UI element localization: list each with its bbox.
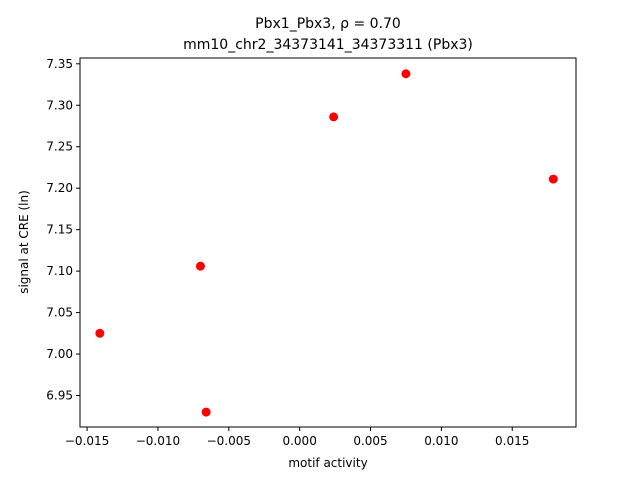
y-tick-label: 7.15: [46, 223, 73, 237]
data-point: [401, 69, 411, 79]
x-axis-ticks: −0.015 −0.010 −0.005 0.000 0.005 0.010 0.015: [65, 427, 529, 448]
chart-title-line2: mm10_chr2_34373141_34373311 (Pbx3): [183, 37, 473, 53]
y-axis-label: signal at CRE (ln): [17, 190, 31, 294]
x-tick-label: 0.005: [353, 434, 387, 448]
data-point: [548, 174, 558, 184]
y-tick-label: 7.30: [46, 98, 73, 112]
x-tick-label: −0.005: [207, 434, 251, 448]
y-tick-label: 7.25: [46, 140, 73, 154]
x-axis-label: motif activity: [288, 456, 367, 470]
chart-title-line1: Pbx1_Pbx3, ρ = 0.70: [255, 16, 401, 32]
data-point: [95, 328, 105, 338]
plot-area-frame: [79, 57, 577, 428]
y-tick-label: 7.20: [46, 181, 73, 195]
x-tick-label: 0.000: [282, 434, 316, 448]
y-axis-ticks: 6.95 7.00 7.05 7.10 7.15 7.20 7.25 7.30 7.35: [46, 57, 80, 402]
data-points: [95, 69, 558, 417]
x-tick-label: −0.015: [65, 434, 109, 448]
y-tick-label: 7.00: [46, 347, 73, 361]
x-tick-label: 0.010: [424, 434, 458, 448]
y-tick-label: 7.35: [46, 57, 73, 71]
data-point: [329, 112, 339, 122]
data-point: [201, 407, 211, 417]
data-point: [195, 261, 205, 271]
y-tick-label: 6.95: [46, 388, 73, 402]
y-tick-label: 7.05: [46, 306, 73, 320]
y-tick-label: 7.10: [46, 264, 73, 278]
x-tick-label: −0.010: [136, 434, 180, 448]
x-tick-label: 0.015: [495, 434, 529, 448]
